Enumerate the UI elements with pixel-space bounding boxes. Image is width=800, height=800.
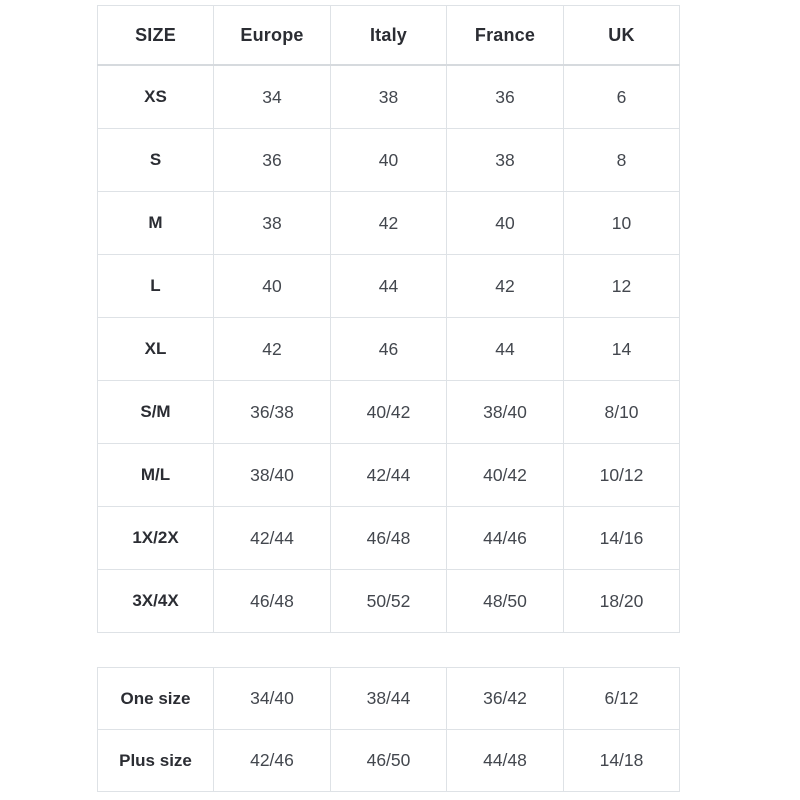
value-cell-france: 36 <box>446 64 564 129</box>
value-cell-france: 38/40 <box>446 380 564 444</box>
value-cell-europe: 34 <box>213 64 331 129</box>
value-cell-uk: 14 <box>563 317 680 381</box>
value-cell-italy: 42/44 <box>330 443 447 507</box>
table-row-plus-size: Plus size 42/46 46/50 44/48 14/18 <box>97 729 680 792</box>
size-label-cell: Plus size <box>97 729 214 792</box>
value-cell-france: 48/50 <box>446 569 564 633</box>
special-sizes-table: One size 34/40 38/44 36/42 6/12 Plus siz… <box>97 667 680 792</box>
size-label-cell: 1X/2X <box>97 506 214 570</box>
column-header-france: France <box>446 5 564 66</box>
value-cell-uk: 6 <box>563 64 680 129</box>
value-cell-uk: 10/12 <box>563 443 680 507</box>
size-label-cell: 3X/4X <box>97 569 214 633</box>
table-row-l: L 40 44 42 12 <box>97 254 680 318</box>
size-label-cell: L <box>97 254 214 318</box>
size-label-cell: S/M <box>97 380 214 444</box>
value-cell-france: 40/42 <box>446 443 564 507</box>
table-row-ml: M/L 38/40 42/44 40/42 10/12 <box>97 443 680 507</box>
value-cell-italy: 50/52 <box>330 569 447 633</box>
value-cell-france: 44/48 <box>446 729 564 792</box>
value-cell-uk: 18/20 <box>563 569 680 633</box>
value-cell-italy: 38 <box>330 64 447 129</box>
value-cell-europe: 38/40 <box>213 443 331 507</box>
value-cell-italy: 44 <box>330 254 447 318</box>
size-conversion-table: SIZE Europe Italy France UK XS 34 38 36 … <box>97 5 680 633</box>
size-label-cell: M/L <box>97 443 214 507</box>
value-cell-italy: 46 <box>330 317 447 381</box>
value-cell-uk: 14/16 <box>563 506 680 570</box>
value-cell-uk: 10 <box>563 191 680 255</box>
column-header-italy: Italy <box>330 5 447 66</box>
size-label-cell: XS <box>97 64 214 129</box>
table-row-one-size: One size 34/40 38/44 36/42 6/12 <box>97 667 680 730</box>
value-cell-uk: 14/18 <box>563 729 680 792</box>
table-row-xs: XS 34 38 36 6 <box>97 64 680 129</box>
value-cell-italy: 40/42 <box>330 380 447 444</box>
value-cell-france: 42 <box>446 254 564 318</box>
value-cell-europe: 42/46 <box>213 729 331 792</box>
value-cell-uk: 12 <box>563 254 680 318</box>
value-cell-france: 38 <box>446 128 564 192</box>
table-row-1x2x: 1X/2X 42/44 46/48 44/46 14/16 <box>97 506 680 570</box>
column-header-uk: UK <box>563 5 680 66</box>
value-cell-europe: 36 <box>213 128 331 192</box>
value-cell-france: 44/46 <box>446 506 564 570</box>
value-cell-europe: 34/40 <box>213 667 331 730</box>
value-cell-france: 36/42 <box>446 667 564 730</box>
value-cell-france: 44 <box>446 317 564 381</box>
table-row-s: S 36 40 38 8 <box>97 128 680 192</box>
header-row: SIZE Europe Italy France UK <box>97 5 680 66</box>
size-label-cell: One size <box>97 667 214 730</box>
table-row-sm: S/M 36/38 40/42 38/40 8/10 <box>97 380 680 444</box>
size-label-cell: XL <box>97 317 214 381</box>
column-header-europe: Europe <box>213 5 331 66</box>
column-header-size: SIZE <box>97 5 214 66</box>
value-cell-europe: 36/38 <box>213 380 331 444</box>
value-cell-italy: 46/50 <box>330 729 447 792</box>
size-label-cell: M <box>97 191 214 255</box>
size-label-cell: S <box>97 128 214 192</box>
value-cell-france: 40 <box>446 191 564 255</box>
value-cell-europe: 46/48 <box>213 569 331 633</box>
value-cell-uk: 6/12 <box>563 667 680 730</box>
table-row-xl: XL 42 46 44 14 <box>97 317 680 381</box>
value-cell-europe: 42 <box>213 317 331 381</box>
value-cell-italy: 46/48 <box>330 506 447 570</box>
value-cell-europe: 40 <box>213 254 331 318</box>
value-cell-italy: 40 <box>330 128 447 192</box>
value-cell-uk: 8/10 <box>563 380 680 444</box>
table-row-3x4x: 3X/4X 46/48 50/52 48/50 18/20 <box>97 569 680 633</box>
value-cell-italy: 42 <box>330 191 447 255</box>
value-cell-uk: 8 <box>563 128 680 192</box>
value-cell-italy: 38/44 <box>330 667 447 730</box>
value-cell-europe: 42/44 <box>213 506 331 570</box>
table-row-m: M 38 42 40 10 <box>97 191 680 255</box>
value-cell-europe: 38 <box>213 191 331 255</box>
